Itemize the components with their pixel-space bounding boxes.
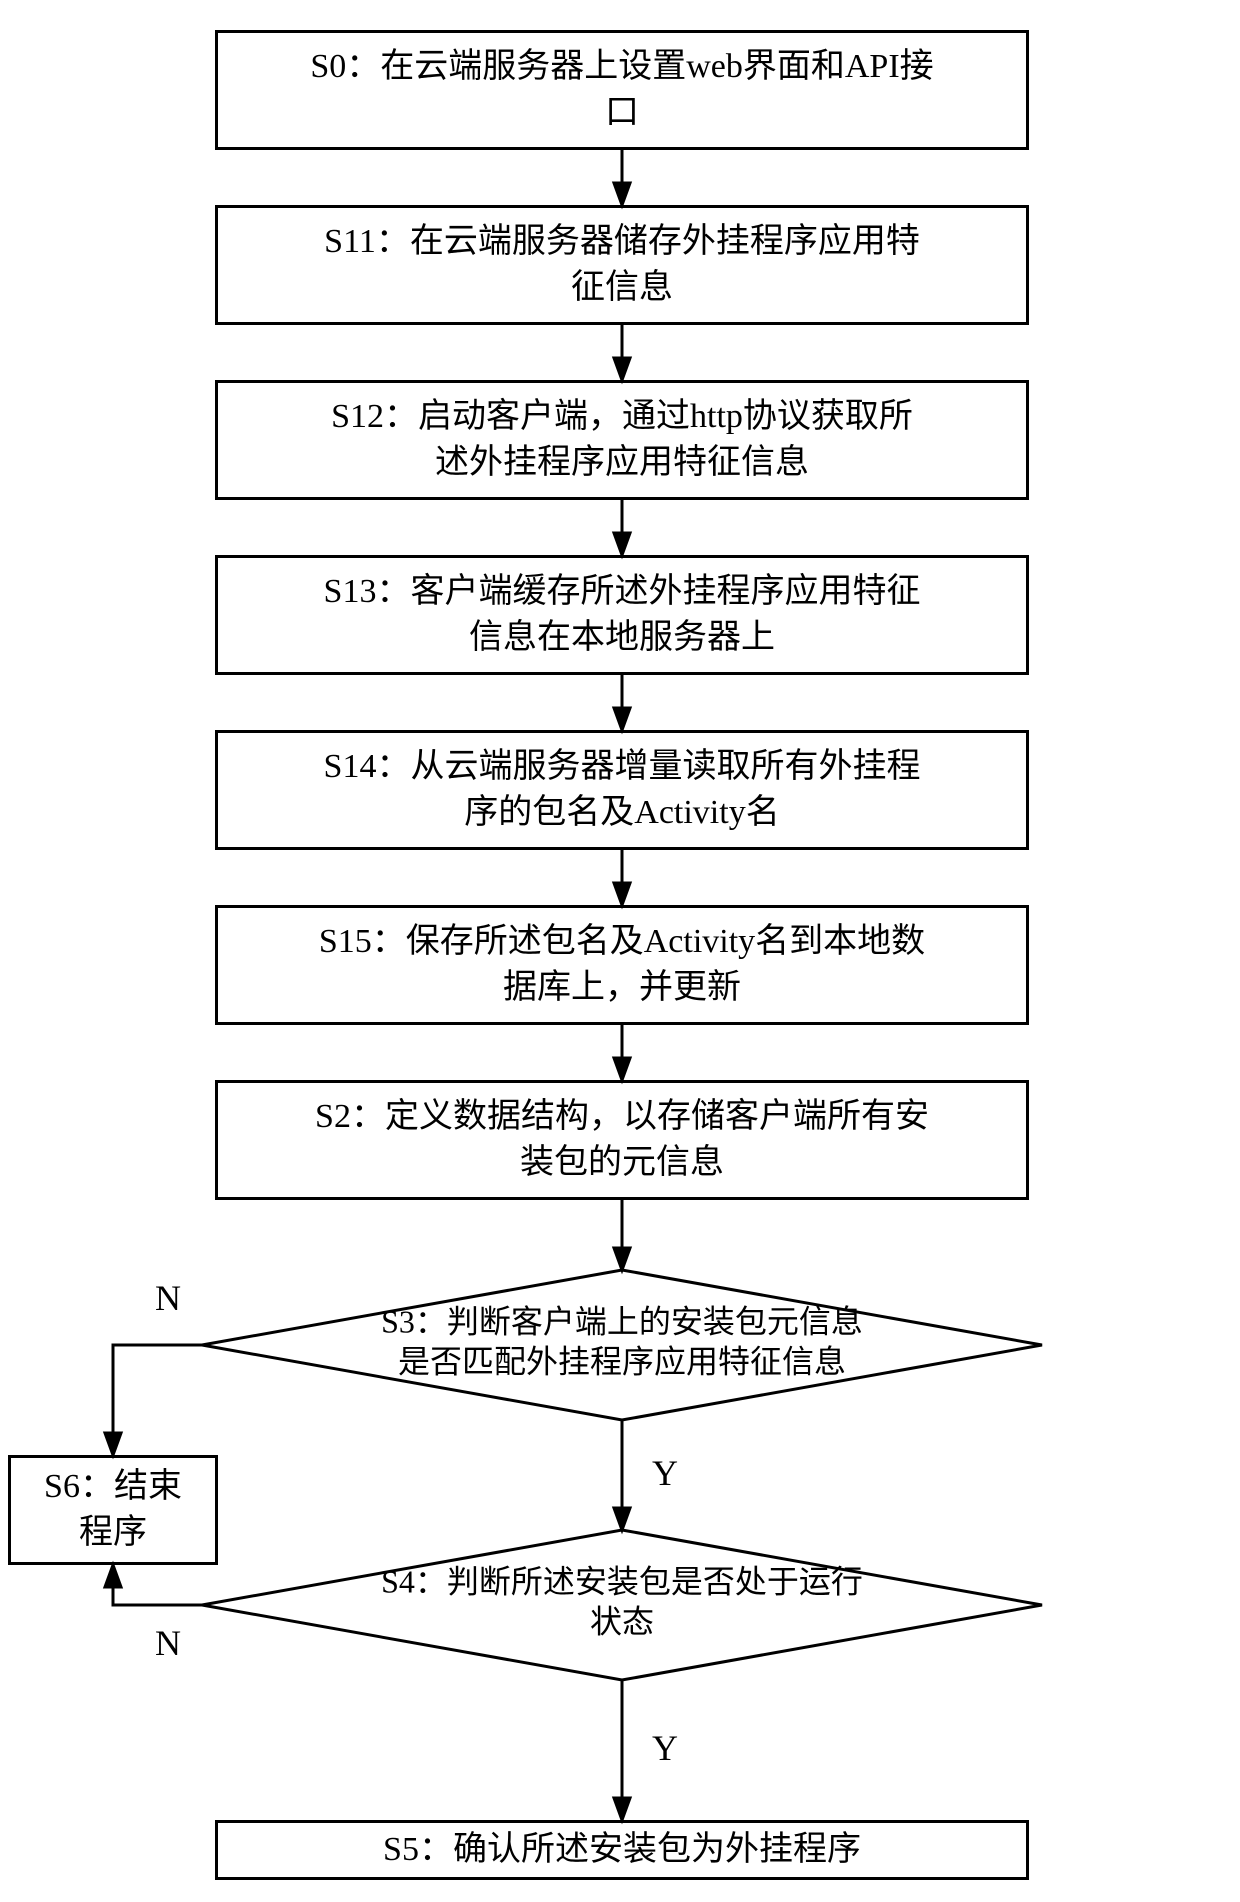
node-s15: S15：保存所述包名及Activity名到本地数 据库上，并更新: [215, 905, 1029, 1025]
node-s14: S14：从云端服务器增量读取所有外挂程 序的包名及Activity名: [215, 730, 1029, 850]
edge-s4-s5-label: Y: [652, 1727, 678, 1769]
node-s0-label: S0：在云端服务器上设置web界面和API接 口: [310, 44, 933, 136]
node-s2: S2：定义数据结构，以存储客户端所有安 装包的元信息: [215, 1080, 1029, 1200]
node-s2-label: S2：定义数据结构，以存储客户端所有安 装包的元信息: [315, 1094, 929, 1186]
node-s5: S5：确认所述安装包为外挂程序: [215, 1820, 1029, 1880]
edge-s4-s6-label: N: [155, 1622, 181, 1664]
node-s12: S12：启动客户端，通过http协议获取所 述外挂程序应用特征信息: [215, 380, 1029, 500]
node-s6-label: S6：结束 程序: [44, 1464, 182, 1556]
node-s4-label-0: S4：判断所述安装包是否处于运行: [381, 1563, 863, 1599]
node-s12-label: S12：启动客户端，通过http协议获取所 述外挂程序应用特征信息: [331, 394, 913, 486]
edge-s3-s4-label: Y: [652, 1452, 678, 1494]
node-s11: S11：在云端服务器储存外挂程序应用特 征信息: [215, 205, 1029, 325]
node-s3-label-1: 是否匹配外挂程序应用特征信息: [398, 1343, 846, 1379]
node-s5-label: S5：确认所述安装包为外挂程序: [383, 1827, 861, 1873]
node-s0: S0：在云端服务器上设置web界面和API接 口: [215, 30, 1029, 150]
node-s4-label-1: 状态: [590, 1603, 654, 1639]
node-s11-label: S11：在云端服务器储存外挂程序应用特 征信息: [324, 219, 920, 311]
node-s13: S13：客户端缓存所述外挂程序应用特征 信息在本地服务器上: [215, 555, 1029, 675]
node-s15-label: S15：保存所述包名及Activity名到本地数 据库上，并更新: [319, 919, 925, 1011]
node-s14-label: S14：从云端服务器增量读取所有外挂程 序的包名及Activity名: [324, 744, 921, 836]
node-s13-label: S13：客户端缓存所述外挂程序应用特征 信息在本地服务器上: [324, 569, 921, 661]
node-s4: [202, 1530, 1042, 1680]
node-s3: [202, 1270, 1042, 1420]
node-s6: S6：结束 程序: [8, 1455, 218, 1565]
node-s3-label-0: S3：判断客户端上的安装包元信息: [381, 1303, 863, 1339]
edge-s3-s6-label: N: [155, 1277, 181, 1319]
